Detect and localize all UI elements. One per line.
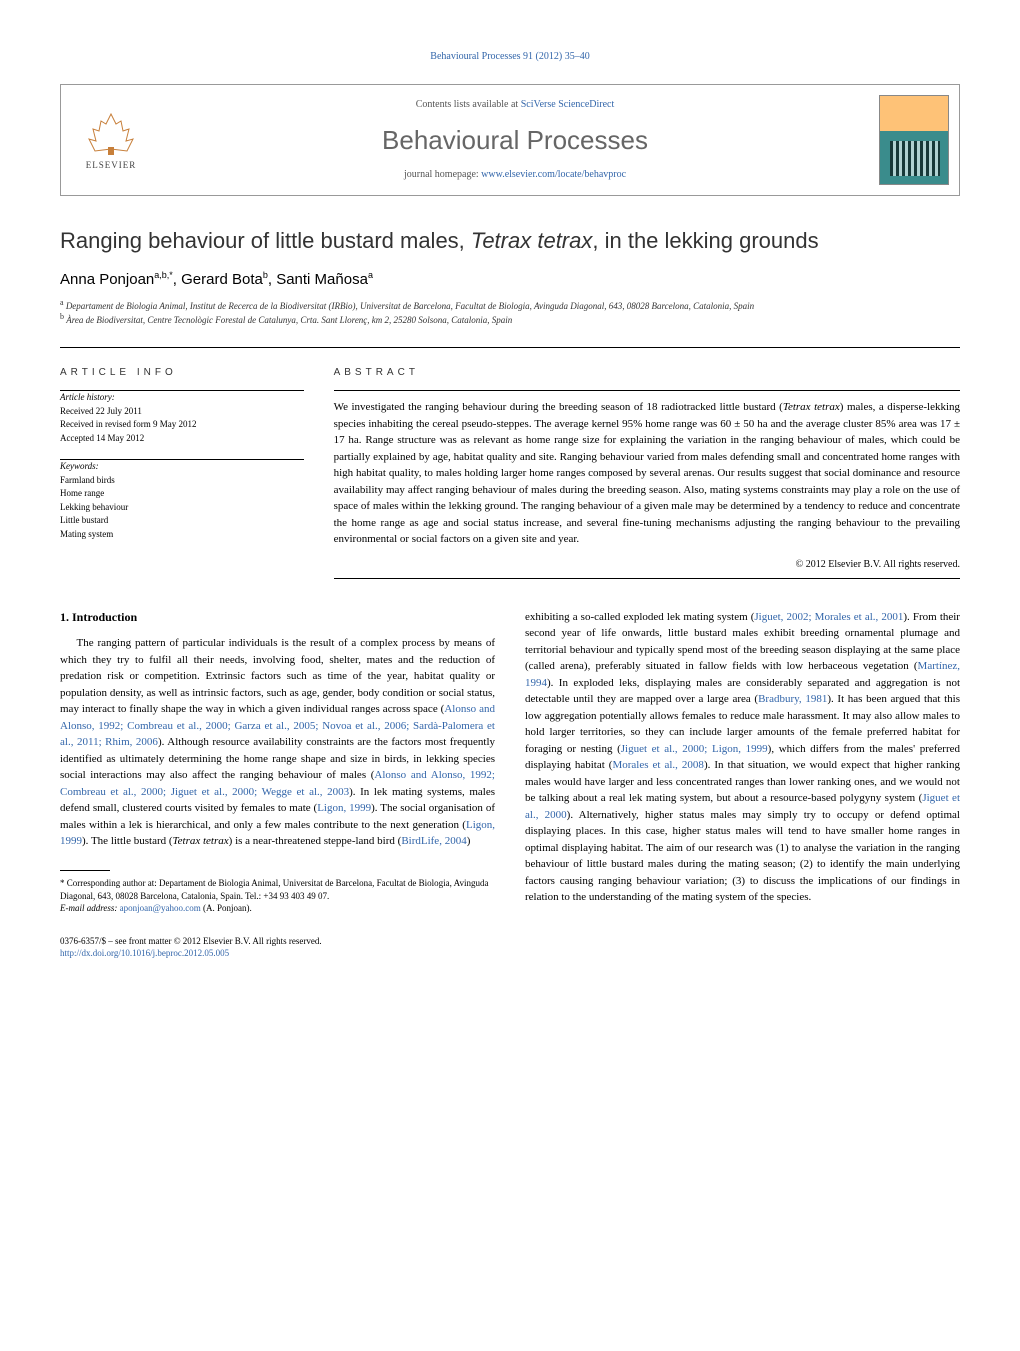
banner-middle: Contents lists available at SciVerse Sci… [151, 98, 879, 182]
journal-banner: ELSEVIER Contents lists available at Sci… [60, 84, 960, 196]
ref-jiguet-ligon[interactable]: Jiguet et al., 2000; Ligon, 1999 [621, 743, 768, 755]
p2a: exhibiting a so-called exploded lek mati… [525, 611, 754, 623]
p1a: The ranging pattern of particular indivi… [60, 637, 495, 715]
email-link[interactable]: aponjoan@yahoo.com [120, 903, 201, 913]
contents-prefix: Contents lists available at [416, 99, 521, 110]
author-1-corr: * [169, 270, 173, 280]
history-received: Received 22 July 2011 [60, 405, 304, 419]
author-1-aff: a,b, [154, 270, 169, 280]
journal-name: Behavioural Processes [151, 122, 879, 158]
publisher-name: ELSEVIER [86, 159, 137, 172]
email-label: E-mail address: [60, 903, 120, 913]
elsevier-tree-icon [81, 109, 141, 159]
journal-cover-thumbnail [879, 95, 949, 185]
intro-para-2: exhibiting a so-called exploded lek mati… [525, 609, 960, 906]
body-column-left: 1. Introduction The ranging pattern of p… [60, 609, 495, 960]
history-accepted: Accepted 14 May 2012 [60, 432, 304, 446]
running-head: Behavioural Processes 91 (2012) 35–40 [60, 50, 960, 64]
keywords-block: Keywords: Farmland birds Home range Lekk… [60, 460, 304, 541]
p1f: ) is a near-threatened steppe-land bird … [229, 835, 402, 847]
sciencedirect-link[interactable]: SciVerse ScienceDirect [521, 99, 615, 110]
affiliation-b: b Àrea de Biodiversitat, Centre Tecnològ… [60, 312, 960, 327]
p2g: ). Alternatively, higher status males ma… [525, 809, 960, 904]
footnote-separator [60, 870, 110, 871]
abstract-column: ABSTRACT We investigated the ranging beh… [334, 348, 960, 579]
keyword-1: Farmland birds [60, 474, 304, 488]
abstract-copyright: © 2012 Elsevier B.V. All rights reserved… [334, 558, 960, 572]
homepage-link[interactable]: www.elsevier.com/locate/behavproc [481, 169, 626, 180]
ref-jiguet-2002[interactable]: Jiguet, 2002; Morales et al., 2001 [754, 611, 903, 623]
info-abstract-row: ARTICLE INFO Article history: Received 2… [60, 348, 960, 579]
elsevier-logo: ELSEVIER [71, 100, 151, 180]
title-pre: Ranging behaviour of little bustard male… [60, 228, 471, 253]
homepage-prefix: journal homepage: [404, 169, 481, 180]
author-3-aff: a [368, 270, 373, 280]
divider-abstract-1 [334, 390, 960, 391]
abstract-text: We investigated the ranging behaviour du… [334, 399, 960, 548]
intro-para-1: The ranging pattern of particular indivi… [60, 635, 495, 850]
ref-birdlife[interactable]: BirdLife, 2004 [401, 835, 466, 847]
article-title: Ranging behaviour of little bustard male… [60, 226, 960, 257]
keyword-4: Little bustard [60, 514, 304, 528]
corr-text: * Corresponding author at: Departament d… [60, 877, 495, 902]
keyword-5: Mating system [60, 528, 304, 542]
author-2: Gerard Bota [181, 271, 263, 288]
history-revised: Received in revised form 9 May 2012 [60, 418, 304, 432]
article-history: Article history: Received 22 July 2011 R… [60, 391, 304, 445]
keywords-label: Keywords: [60, 460, 304, 474]
email-person: (A. Ponjoan). [201, 903, 252, 913]
author-list: Anna Ponjoana,b,*, Gerard Botab, Santi M… [60, 269, 960, 290]
ref-morales-2008[interactable]: Morales et al., 2008 [612, 759, 703, 771]
species-inline-1: Tetrax tetrax [173, 835, 229, 847]
homepage-line: journal homepage: www.elsevier.com/locat… [151, 168, 879, 182]
doi-link[interactable]: http://dx.doi.org/10.1016/j.beproc.2012.… [60, 948, 229, 958]
email-line: E-mail address: aponjoan@yahoo.com (A. P… [60, 902, 495, 915]
abstract-species: Tetrax tetrax [783, 401, 840, 413]
history-label: Article history: [60, 391, 304, 405]
abstract-heading: ABSTRACT [334, 366, 960, 380]
corresponding-author-footnote: * Corresponding author at: Departament d… [60, 877, 495, 915]
affiliation-a: a Departament de Biologia Animal, Instit… [60, 298, 960, 313]
author-3: Santi Mañosa [276, 271, 368, 288]
abstract-p1a: We investigated the ranging behaviour du… [334, 401, 783, 413]
ref-ligon-1[interactable]: Ligon, 1999 [317, 802, 371, 814]
title-post: , in the lekking grounds [592, 228, 818, 253]
issn-line: 0376-6357/$ – see front matter © 2012 El… [60, 935, 495, 948]
article-info-column: ARTICLE INFO Article history: Received 2… [60, 348, 304, 579]
body-column-right: exhibiting a so-called exploded lek mati… [525, 609, 960, 960]
p1g: ) [467, 835, 471, 847]
keyword-3: Lekking behaviour [60, 501, 304, 515]
intro-heading: 1. Introduction [60, 609, 495, 626]
author-2-aff: b [263, 270, 268, 280]
divider-abstract-2 [334, 578, 960, 579]
keyword-2: Home range [60, 487, 304, 501]
page: Behavioural Processes 91 (2012) 35–40 EL… [0, 0, 1020, 1010]
author-1: Anna Ponjoan [60, 271, 154, 288]
title-species: Tetrax tetrax [471, 228, 592, 253]
body-columns: 1. Introduction The ranging pattern of p… [60, 609, 960, 960]
affiliations: a Departament de Biologia Animal, Instit… [60, 298, 960, 327]
ref-bradbury[interactable]: Bradbury, 1981 [758, 693, 827, 705]
contents-line: Contents lists available at SciVerse Sci… [151, 98, 879, 112]
p1e: ). The little bustard ( [82, 835, 173, 847]
abstract-p1b: ) males, a disperse-lekking species inha… [334, 401, 960, 545]
article-info-heading: ARTICLE INFO [60, 366, 304, 380]
footer-block: 0376-6357/$ – see front matter © 2012 El… [60, 935, 495, 960]
